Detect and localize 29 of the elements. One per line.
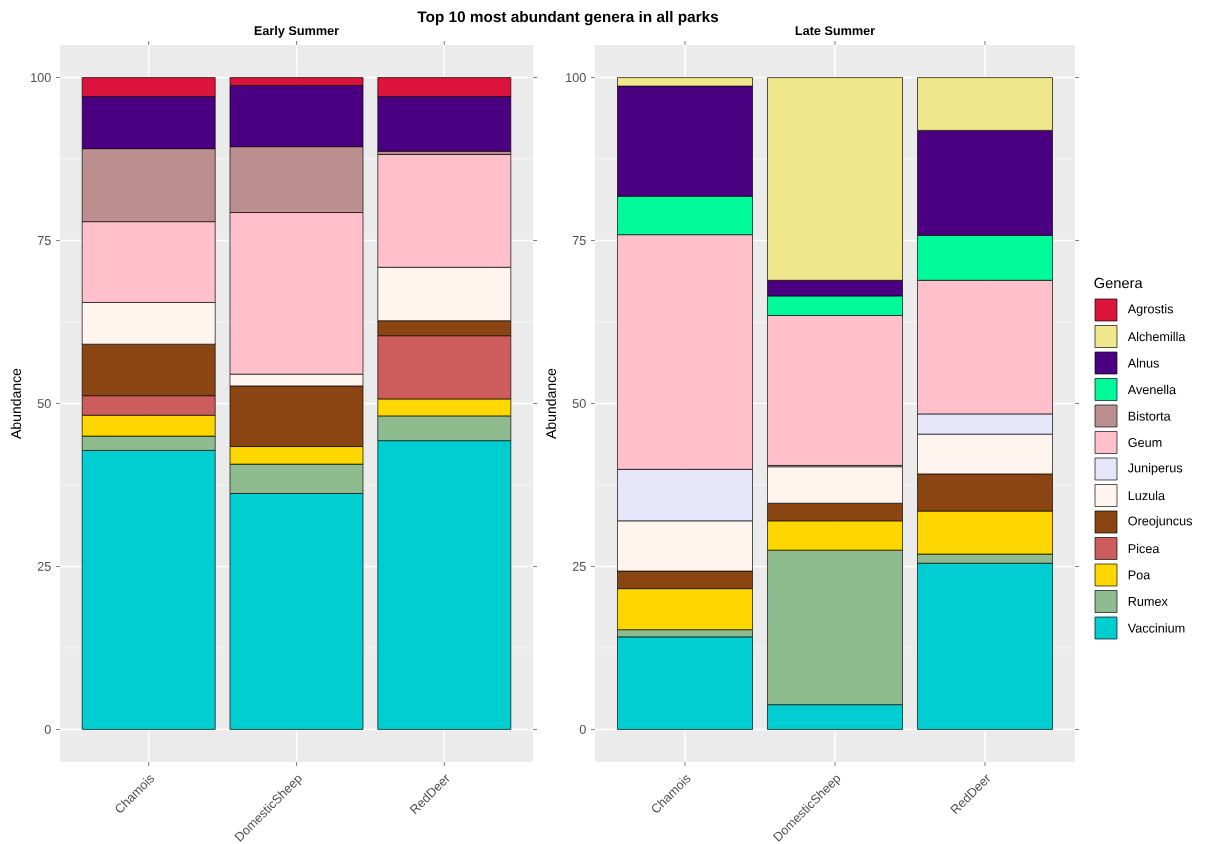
y-axis-title: Abundance xyxy=(545,368,557,439)
text: Top 10 most abundant genera in all parks xyxy=(417,10,719,26)
legend-label: Picea xyxy=(1128,543,1160,554)
y-tick-label: 75 xyxy=(37,236,51,245)
y-tick-label: 0 xyxy=(44,724,51,734)
legend-label: Alchemilla xyxy=(1127,331,1186,342)
legend-label: Rumex xyxy=(1128,597,1168,606)
legend-label: Juniperus xyxy=(1127,463,1183,475)
y-tick-label: 25 xyxy=(37,561,51,571)
chart-subtitle: Early Summer xyxy=(254,25,339,38)
legend-label: Oreojuncus xyxy=(1128,516,1193,528)
legend-label: Vaccinium xyxy=(1127,623,1185,633)
legend-label: Bistorta xyxy=(1128,411,1171,421)
y-tick-label: 100 xyxy=(31,73,51,83)
legend-label: Alnus xyxy=(1127,358,1159,368)
legend-label: Geum xyxy=(1128,438,1162,447)
y-tick-label: 100 xyxy=(566,73,586,83)
y-tick-label: 75 xyxy=(572,236,586,245)
legend-label: Luzula xyxy=(1128,490,1166,501)
chart-subtitle: Late Summer xyxy=(795,26,875,36)
legend-label: Poa xyxy=(1128,570,1151,580)
y-axis-title: Abundance xyxy=(10,368,22,439)
y-tick-label: 50 xyxy=(37,399,51,408)
y-tick-label: 25 xyxy=(572,561,586,571)
y-tick-label: 0 xyxy=(579,724,586,734)
legend-label: Avenella xyxy=(1127,384,1177,395)
legend-title: Genera xyxy=(1094,277,1143,289)
legend-label: Agrostis xyxy=(1127,304,1174,316)
y-tick-label: 50 xyxy=(572,399,586,408)
